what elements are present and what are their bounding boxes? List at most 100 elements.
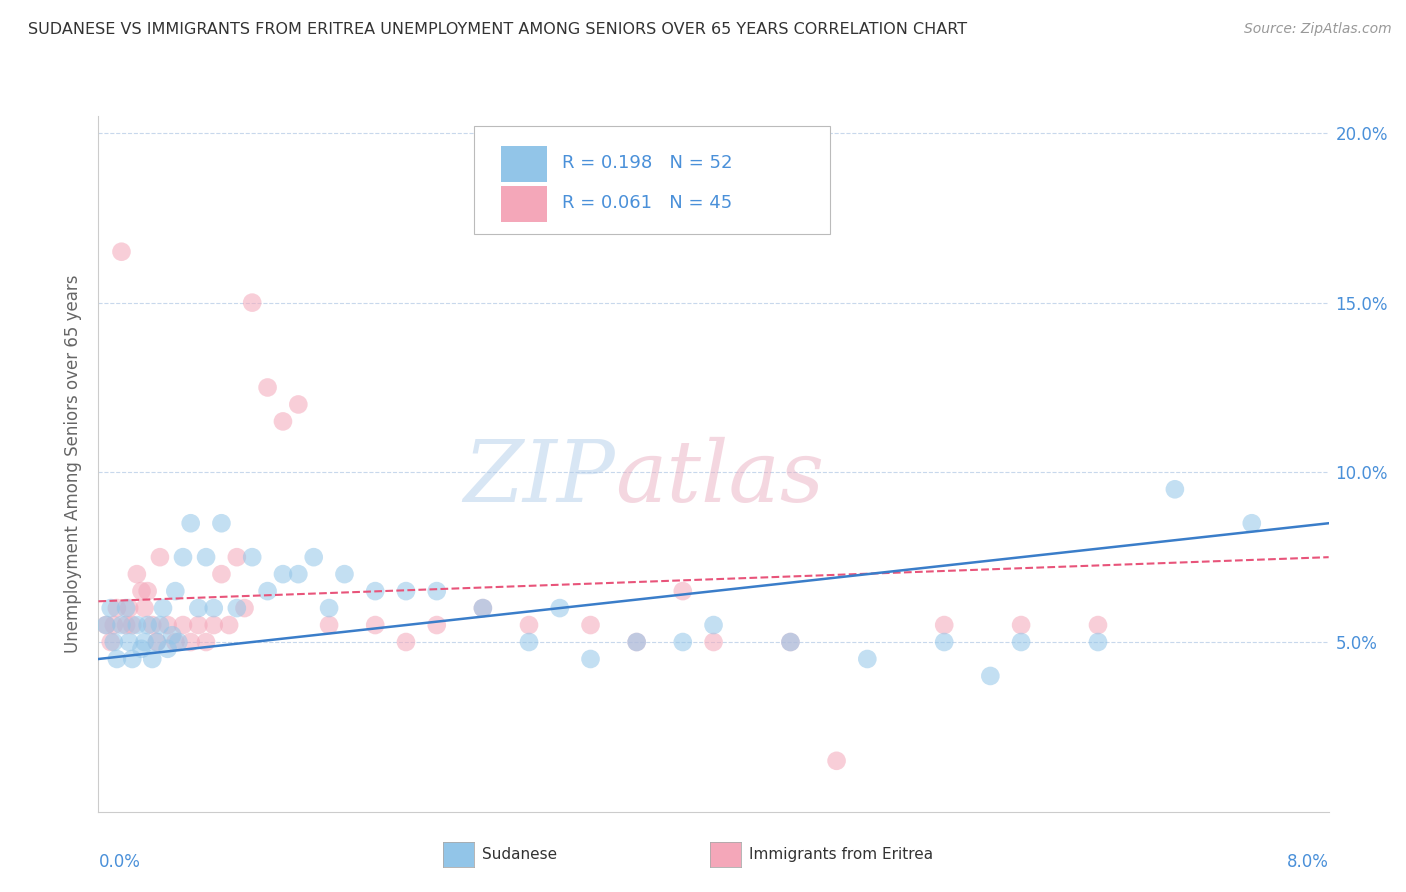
- Point: [256, 380, 278, 394]
- Point: [146, 635, 169, 649]
- Point: [100, 601, 122, 615]
- Point: [105, 601, 128, 615]
- Point: [626, 635, 648, 649]
- Text: 0.0%: 0.0%: [98, 854, 141, 871]
- Point: [211, 516, 233, 531]
- Point: [162, 628, 183, 642]
- Point: [121, 618, 143, 632]
- Point: [105, 652, 128, 666]
- Point: [1087, 635, 1109, 649]
- Point: [1010, 618, 1032, 632]
- Point: [703, 635, 725, 649]
- Point: [156, 641, 179, 656]
- Point: [703, 618, 725, 632]
- Point: [94, 618, 117, 632]
- Point: [202, 618, 225, 632]
- Point: [672, 635, 695, 649]
- Text: atlas: atlas: [616, 436, 824, 519]
- Point: [672, 584, 695, 599]
- Point: [115, 618, 138, 632]
- Point: [121, 652, 143, 666]
- Point: [426, 584, 449, 599]
- Point: [256, 584, 278, 599]
- Point: [195, 550, 218, 565]
- Point: [94, 618, 117, 632]
- Point: [141, 652, 163, 666]
- Text: R = 0.061   N = 45: R = 0.061 N = 45: [562, 194, 733, 212]
- Point: [131, 641, 153, 656]
- Point: [318, 618, 340, 632]
- Point: [548, 601, 571, 615]
- Point: [136, 618, 159, 632]
- Point: [302, 550, 325, 565]
- Point: [934, 635, 956, 649]
- Y-axis label: Unemployment Among Seniors over 65 years: Unemployment Among Seniors over 65 years: [65, 275, 83, 653]
- Text: 8.0%: 8.0%: [1286, 854, 1329, 871]
- Point: [131, 584, 153, 599]
- Point: [118, 601, 141, 615]
- Point: [779, 635, 801, 649]
- Point: [125, 567, 148, 582]
- Point: [579, 618, 602, 632]
- Point: [225, 550, 247, 565]
- Point: [579, 652, 602, 666]
- Point: [287, 397, 309, 411]
- Point: [134, 635, 156, 649]
- Point: [110, 618, 132, 632]
- Point: [1164, 483, 1187, 497]
- Point: [103, 618, 125, 632]
- Point: [180, 516, 202, 531]
- Point: [187, 601, 209, 615]
- Point: [141, 618, 163, 632]
- Point: [146, 635, 169, 649]
- FancyBboxPatch shape: [501, 186, 547, 222]
- Point: [240, 295, 263, 310]
- FancyBboxPatch shape: [501, 146, 547, 182]
- Point: [218, 618, 240, 632]
- Point: [395, 584, 418, 599]
- Text: R = 0.198   N = 52: R = 0.198 N = 52: [562, 154, 733, 172]
- Point: [626, 635, 648, 649]
- Point: [136, 584, 159, 599]
- Text: Source: ZipAtlas.com: Source: ZipAtlas.com: [1244, 22, 1392, 37]
- Point: [934, 618, 956, 632]
- Point: [165, 584, 187, 599]
- Point: [202, 601, 225, 615]
- Point: [318, 601, 340, 615]
- Point: [180, 635, 202, 649]
- Point: [1087, 618, 1109, 632]
- Point: [364, 584, 387, 599]
- Point: [187, 618, 209, 632]
- Point: [517, 635, 540, 649]
- Point: [167, 635, 190, 649]
- Point: [979, 669, 1001, 683]
- Text: Sudanese: Sudanese: [482, 847, 557, 862]
- Text: ZIP: ZIP: [463, 436, 616, 519]
- Point: [287, 567, 309, 582]
- Point: [471, 601, 494, 615]
- Point: [471, 601, 494, 615]
- Point: [426, 618, 449, 632]
- Point: [149, 618, 172, 632]
- Point: [134, 601, 156, 615]
- Point: [195, 635, 218, 649]
- Point: [225, 601, 247, 615]
- Point: [1240, 516, 1263, 531]
- Point: [333, 567, 356, 582]
- Point: [517, 618, 540, 632]
- Point: [172, 550, 194, 565]
- Point: [364, 618, 387, 632]
- Point: [395, 635, 418, 649]
- Point: [100, 635, 122, 649]
- Point: [856, 652, 879, 666]
- Point: [156, 618, 179, 632]
- Point: [172, 618, 194, 632]
- Point: [118, 635, 141, 649]
- FancyBboxPatch shape: [474, 127, 831, 235]
- Point: [110, 244, 132, 259]
- Point: [271, 567, 294, 582]
- Point: [825, 754, 848, 768]
- Point: [271, 414, 294, 428]
- Point: [233, 601, 256, 615]
- Point: [779, 635, 801, 649]
